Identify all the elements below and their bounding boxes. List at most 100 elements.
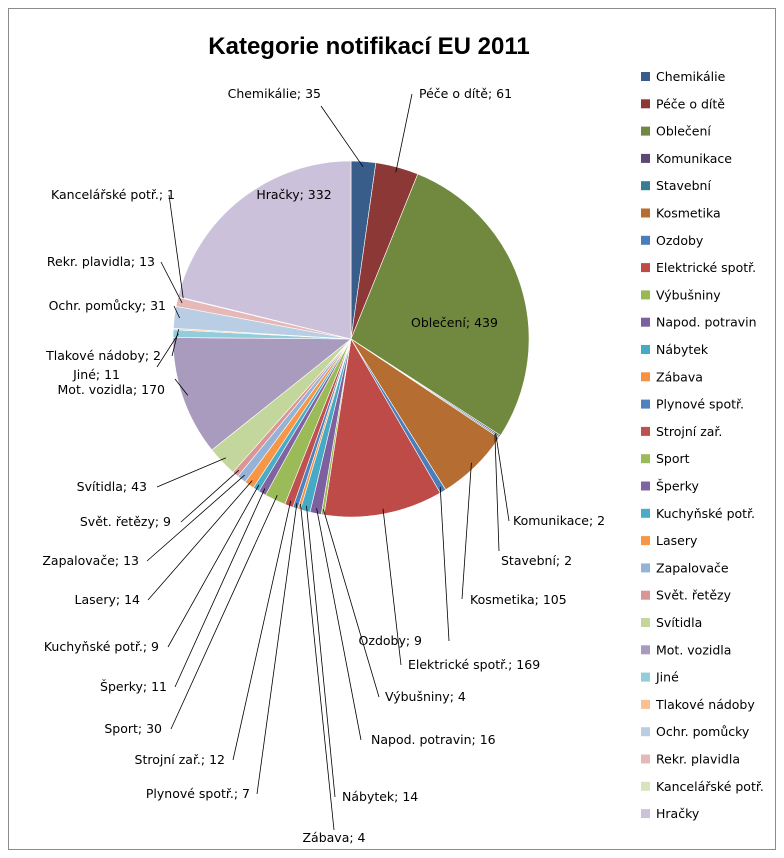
legend-swatch bbox=[641, 399, 650, 409]
legend-swatch bbox=[641, 153, 650, 163]
leader-line-nabytek bbox=[306, 505, 336, 798]
leader-line-ozdoby bbox=[439, 486, 450, 642]
chart-area: Kategorie notifikací EU 2011 Chemikálie;… bbox=[8, 8, 776, 850]
legend-swatch bbox=[641, 345, 650, 354]
leader-line-elektricke-spotr bbox=[382, 508, 402, 666]
legend-swatch bbox=[641, 290, 650, 300]
legend-item-obleceni: Oblečení bbox=[641, 124, 711, 139]
legend-item-stavebni: Stavební bbox=[641, 178, 711, 193]
legend-item-sport: Sport bbox=[641, 451, 690, 466]
legend-label: Jiné bbox=[655, 670, 679, 685]
leader-line-vybusniny bbox=[323, 509, 380, 698]
pie-slices bbox=[172, 160, 530, 518]
legend-swatch bbox=[641, 672, 650, 682]
legend-label: Napod. potravin bbox=[656, 315, 757, 330]
legend-swatch bbox=[641, 809, 650, 819]
data-label-zapalovace: Zapalovače; 13 bbox=[42, 553, 139, 568]
legend-label: Plynové spotř. bbox=[656, 397, 744, 412]
legend-item-mot-vozidla: Mot. vozidla bbox=[641, 642, 731, 657]
legend-label: Tlakové nádoby bbox=[655, 697, 755, 712]
data-label-kuchynske-potr: Kuchyňské potř.; 9 bbox=[44, 639, 159, 654]
legend-item-kuchynske-potr: Kuchyňské potř. bbox=[641, 506, 755, 521]
data-label-nabytek: Nábytek; 14 bbox=[342, 789, 418, 804]
leader-line-chemikalie bbox=[320, 105, 364, 168]
legend-swatch bbox=[641, 727, 650, 737]
leader-line-kuchynske-potr bbox=[167, 484, 260, 648]
legend-item-lasery: Lasery bbox=[641, 533, 698, 548]
legend-item-hracky: Hračky bbox=[641, 806, 700, 821]
data-label-zabava: Zábava; 4 bbox=[302, 830, 365, 845]
data-label-mot-vozidla: Mot. vozidla; 170 bbox=[58, 382, 166, 397]
legend-swatch bbox=[641, 99, 650, 109]
data-label-lasery: Lasery; 14 bbox=[75, 592, 141, 607]
legend-item-zapalovace: Zapalovače bbox=[641, 560, 729, 575]
legend-item-strojni-zar: Strojní zař. bbox=[641, 424, 722, 439]
data-label-napod-potravin: Napod. potravin; 16 bbox=[371, 732, 496, 747]
legend-label: Výbušniny bbox=[656, 287, 721, 302]
legend-item-svet-retezy: Svět. řetězy bbox=[641, 588, 732, 603]
legend-swatch bbox=[641, 536, 650, 546]
leader-line-svet-retezy bbox=[180, 469, 240, 523]
legend-swatch bbox=[641, 590, 650, 600]
leader-line-rekr-plavidla bbox=[160, 261, 183, 304]
legend-swatch bbox=[641, 317, 650, 327]
legend-label: Nábytek bbox=[656, 342, 709, 357]
leader-line-ochr-pomucky bbox=[173, 305, 180, 319]
leader-line-sperky bbox=[174, 488, 266, 688]
legend-item-vybusniny: Výbušniny bbox=[641, 287, 721, 302]
legend-item-tlakove-nadoby: Tlakové nádoby bbox=[641, 697, 755, 712]
data-label-sperky: Šperky; 11 bbox=[100, 679, 167, 694]
legend-swatch bbox=[641, 508, 650, 518]
data-label-ochr-pomucky: Ochr. pomůcky; 31 bbox=[49, 298, 166, 313]
legend-label: Lasery bbox=[656, 533, 698, 548]
legend-swatch bbox=[641, 126, 650, 136]
data-label-plynove-spotr: Plynové spotř.; 7 bbox=[146, 786, 250, 801]
legend-item-ozdoby: Ozdoby bbox=[641, 233, 704, 248]
leader-line-lasery bbox=[147, 480, 253, 601]
legend-item-chemikalie: Chemikálie bbox=[641, 69, 726, 84]
legend-swatch bbox=[641, 181, 650, 191]
leader-line-plynove-spotr bbox=[256, 502, 298, 795]
legend-swatch bbox=[641, 563, 650, 573]
legend-label: Elektrické spotř. bbox=[656, 260, 756, 275]
legend-swatch bbox=[641, 208, 650, 218]
leader-line-mot-vozidla bbox=[174, 378, 189, 396]
leader-lines bbox=[146, 93, 510, 831]
data-label-hracky: Hračky; 332 bbox=[256, 187, 331, 202]
legend: Chemikálie Péče o dítě Oblečení Komunikace S… bbox=[641, 69, 764, 821]
legend-item-ochr-pomucky: Ochr. pomůcky bbox=[641, 724, 750, 739]
leader-line-jine bbox=[156, 333, 179, 368]
data-label-kosmetika: Kosmetika; 105 bbox=[470, 592, 567, 607]
legend-swatch bbox=[641, 754, 650, 764]
legend-label: Kosmetika bbox=[656, 206, 721, 221]
leader-line-napod-potravin bbox=[316, 508, 362, 741]
data-label-kancelarske-potr: Kancelářské potř.; 1 bbox=[51, 187, 175, 202]
legend-label: Strojní zař. bbox=[656, 424, 722, 439]
leader-line-kosmetika bbox=[461, 462, 472, 600]
legend-item-komunikace: Komunikace bbox=[641, 151, 732, 166]
slice-hracky bbox=[177, 160, 352, 340]
data-label-ozdoby: Ozdoby; 9 bbox=[359, 633, 422, 648]
data-label-sport: Sport; 30 bbox=[104, 721, 162, 736]
leader-line-komunikace bbox=[495, 433, 510, 522]
data-label-pece-o-dite: Péče o dítě; 61 bbox=[419, 86, 512, 101]
data-label-jine: Jiné; 11 bbox=[72, 367, 120, 382]
legend-label: Rekr. plavidla bbox=[656, 752, 740, 767]
legend-label: Chemikálie bbox=[656, 69, 726, 84]
legend-label: Oblečení bbox=[656, 124, 711, 139]
legend-label: Ochr. pomůcky bbox=[656, 724, 750, 739]
legend-label: Zapalovače bbox=[656, 560, 729, 575]
data-label-obleceni: Oblečení; 439 bbox=[411, 315, 498, 330]
legend-swatch bbox=[641, 235, 650, 245]
legend-label: Hračky bbox=[656, 806, 700, 821]
legend-label: Zábava bbox=[656, 369, 703, 384]
data-label-chemikalie: Chemikálie; 35 bbox=[228, 86, 321, 101]
data-labels: Chemikálie; 35 Péče o dítě; 61 Oblečení; 4… bbox=[42, 86, 605, 845]
legend-swatch bbox=[641, 454, 650, 464]
legend-label: Mot. vozidla bbox=[656, 642, 731, 657]
legend-swatch bbox=[641, 781, 650, 791]
legend-item-svitidla: Svítidla bbox=[641, 615, 702, 630]
leader-line-kancelarske-potr bbox=[168, 194, 184, 299]
data-label-svet-retezy: Svět. řetězy; 9 bbox=[80, 514, 171, 529]
legend-label: Péče o dítě bbox=[656, 96, 725, 111]
